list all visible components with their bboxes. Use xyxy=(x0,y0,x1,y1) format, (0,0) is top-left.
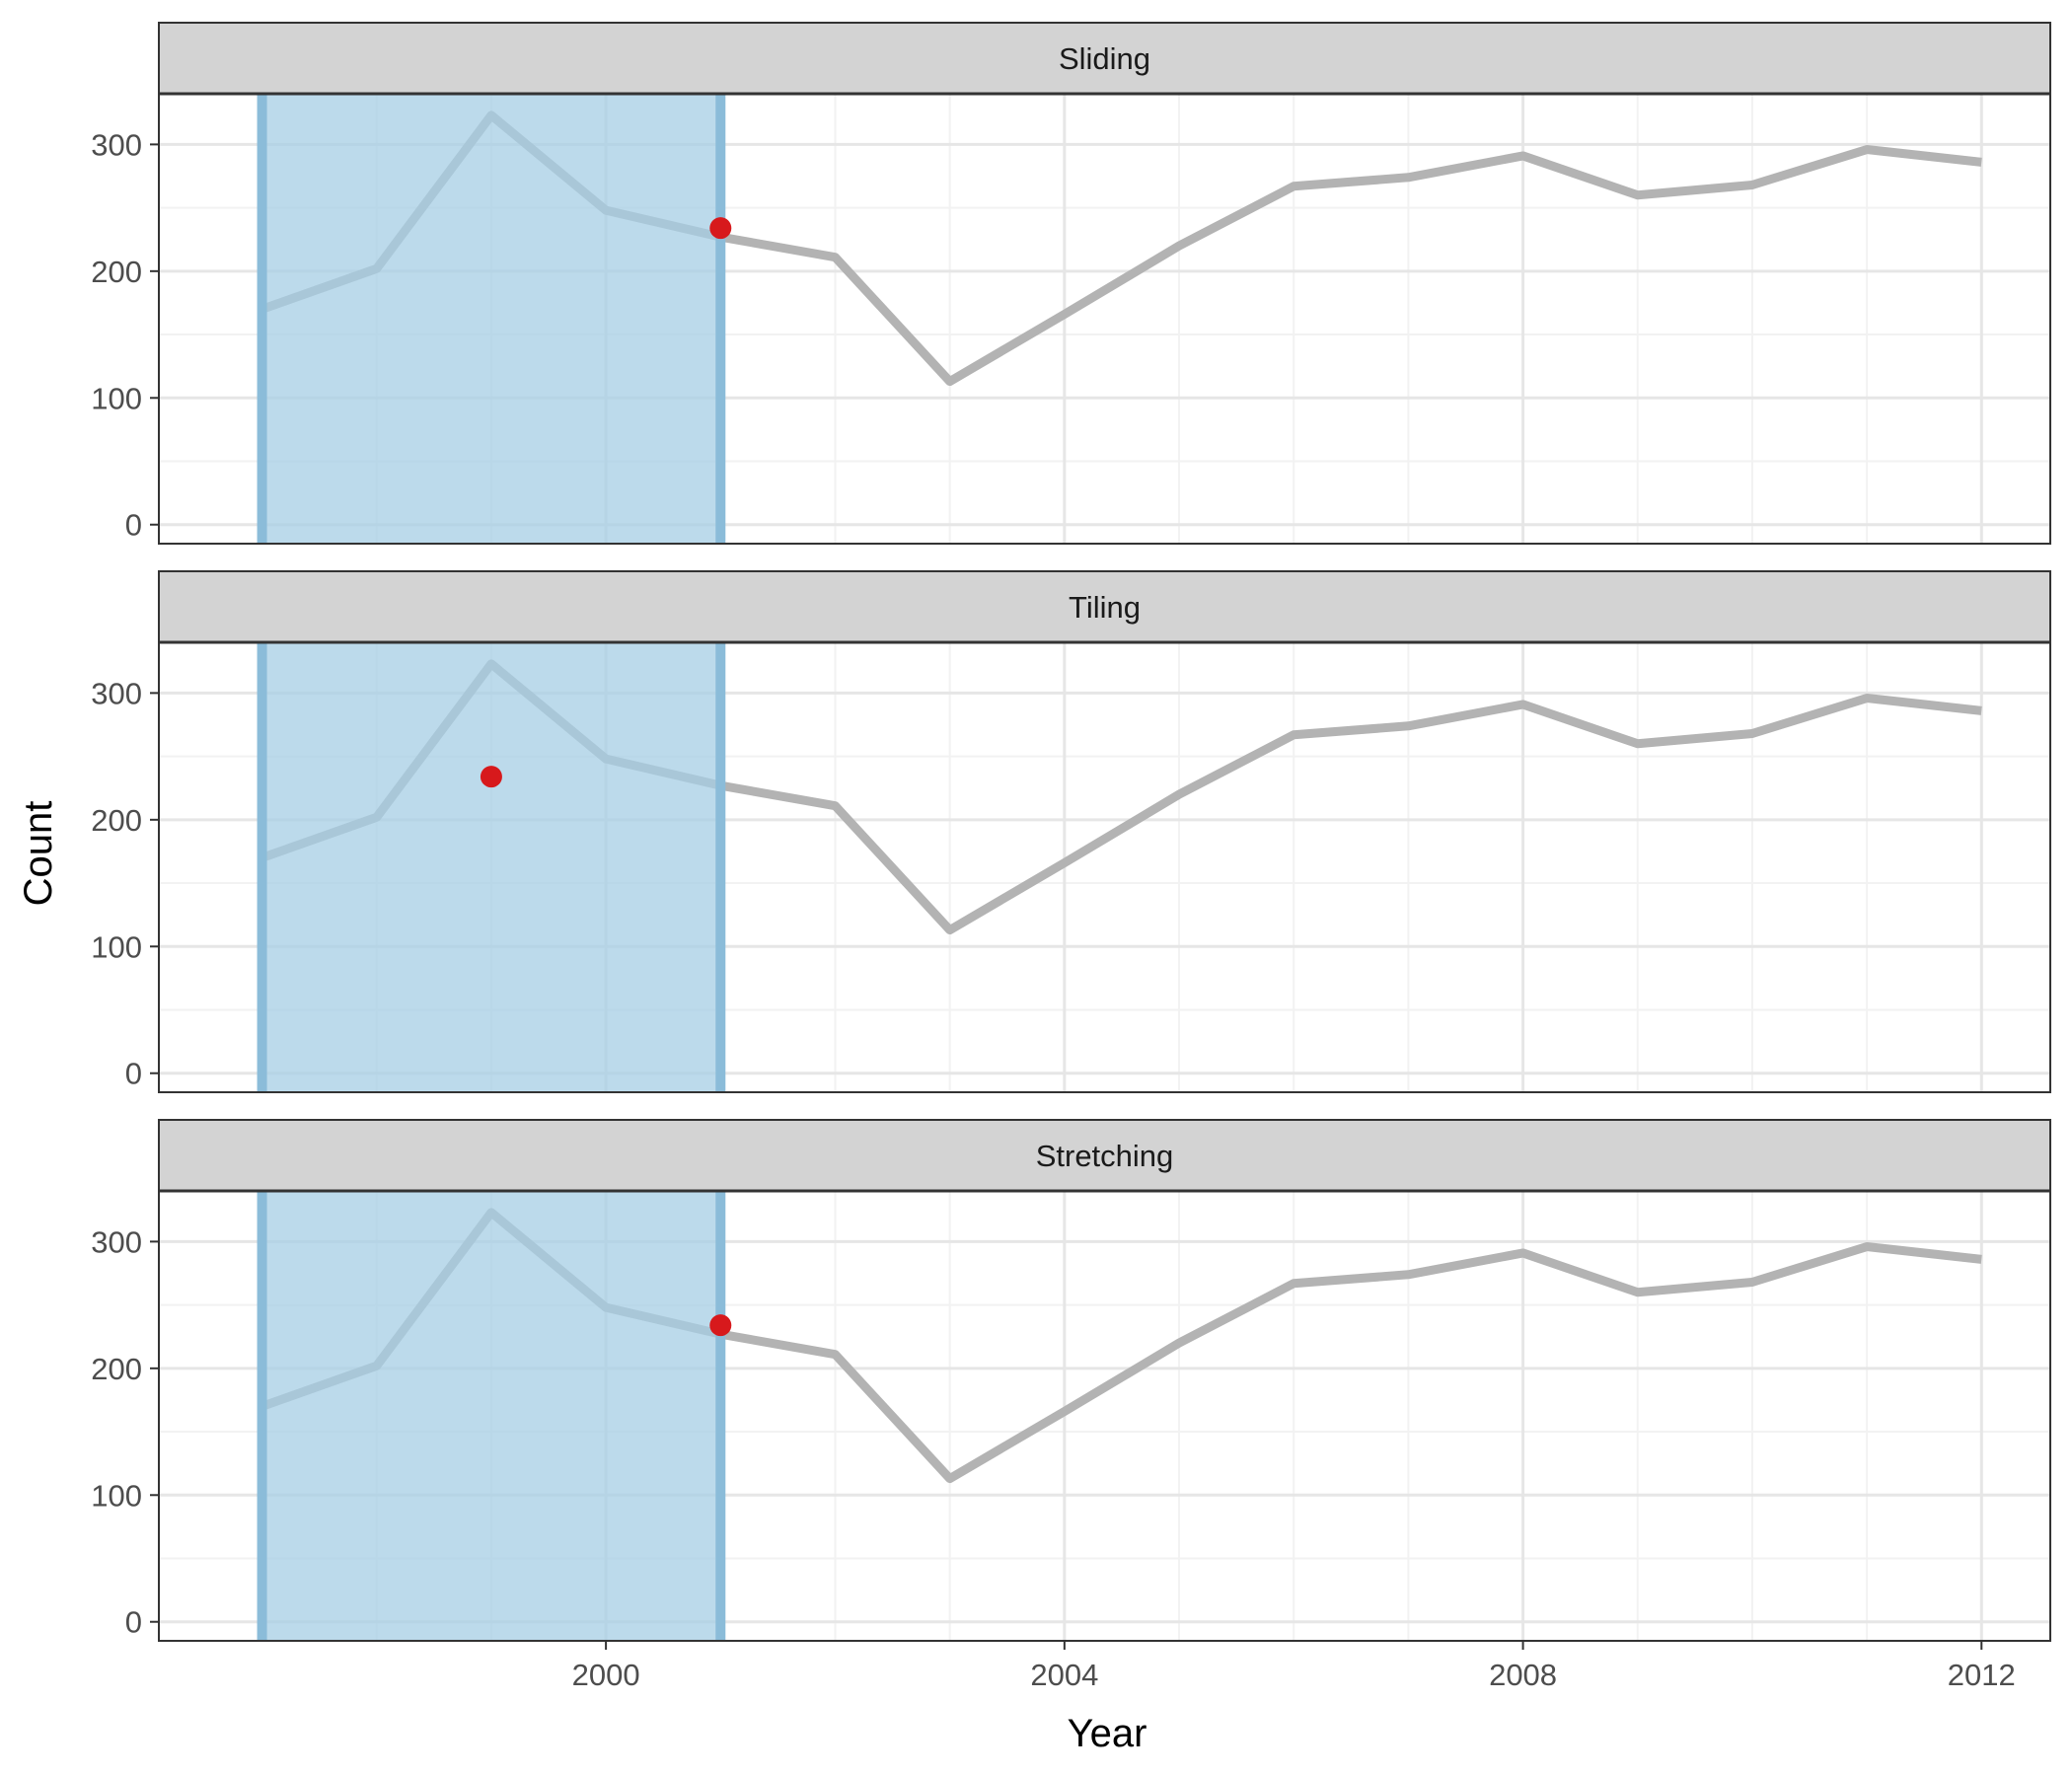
facet-strip xyxy=(158,22,2051,95)
x-tick-label: 2004 xyxy=(1030,1658,1098,1692)
y-tick-label: 0 xyxy=(125,1057,142,1091)
y-tick-label: 100 xyxy=(91,1478,142,1513)
highlight-point xyxy=(709,217,732,240)
x-tick-label: 2012 xyxy=(1948,1658,2016,1692)
facet-panel-3: Stretching 0 100 200 300 xyxy=(91,1119,2051,1642)
y-tick-label: 0 xyxy=(125,1605,142,1640)
y-tick-label: 200 xyxy=(91,1352,142,1386)
facet-strip xyxy=(158,1119,2051,1192)
window-rect xyxy=(257,642,726,1092)
y-tick-label: 200 xyxy=(91,255,142,289)
facet-strip-label: Stretching xyxy=(1036,1139,1174,1173)
y-axis-title: Count xyxy=(17,801,60,907)
y-tick-label: 0 xyxy=(125,508,142,543)
x-axis-title: Year xyxy=(1068,1712,1147,1755)
highlight-point xyxy=(709,1314,732,1337)
y-tick-label: 300 xyxy=(91,676,142,710)
x-tick-label: 2000 xyxy=(572,1658,640,1692)
y-tick-label: 300 xyxy=(91,127,142,162)
y-tick-label: 200 xyxy=(91,803,142,838)
y-tick-label: 100 xyxy=(91,929,142,964)
facet-panel-2: Tiling 0 100 200 300 xyxy=(91,570,2051,1093)
x-axis: 2000 2004 2008 2012 xyxy=(572,1641,2016,1692)
facet-strip-label: Sliding xyxy=(1059,41,1150,76)
facet-strip-label: Tiling xyxy=(1069,590,1141,625)
window-rect xyxy=(257,94,726,544)
facet-panel-1: Sliding 0 100 200 300 xyxy=(91,22,2051,545)
y-tick-label: 300 xyxy=(91,1224,142,1259)
facet-panels: Sliding0100200300Tiling0100200300Stretch… xyxy=(91,22,2051,1642)
x-tick-label: 2008 xyxy=(1489,1658,1557,1692)
window-rect xyxy=(257,1191,726,1641)
y-tick-label: 100 xyxy=(91,381,142,415)
highlight-point xyxy=(480,766,502,788)
